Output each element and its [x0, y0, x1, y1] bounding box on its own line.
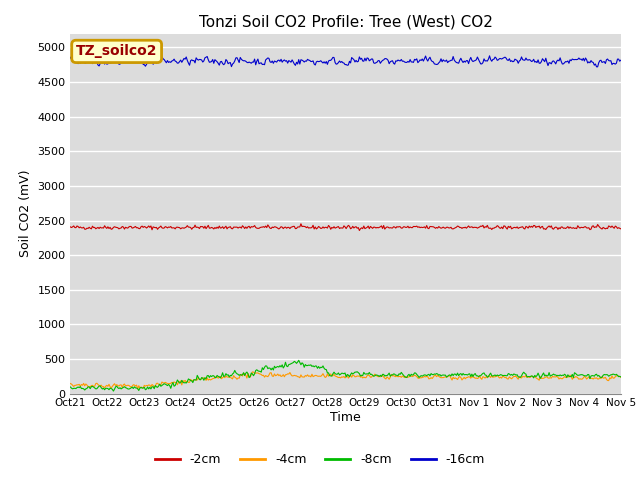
Legend: -2cm, -4cm, -8cm, -16cm: -2cm, -4cm, -8cm, -16cm: [150, 448, 490, 471]
Text: TZ_soilco2: TZ_soilco2: [76, 44, 157, 59]
Title: Tonzi Soil CO2 Profile: Tree (West) CO2: Tonzi Soil CO2 Profile: Tree (West) CO2: [198, 15, 493, 30]
X-axis label: Time: Time: [330, 411, 361, 424]
Y-axis label: Soil CO2 (mV): Soil CO2 (mV): [19, 170, 32, 257]
